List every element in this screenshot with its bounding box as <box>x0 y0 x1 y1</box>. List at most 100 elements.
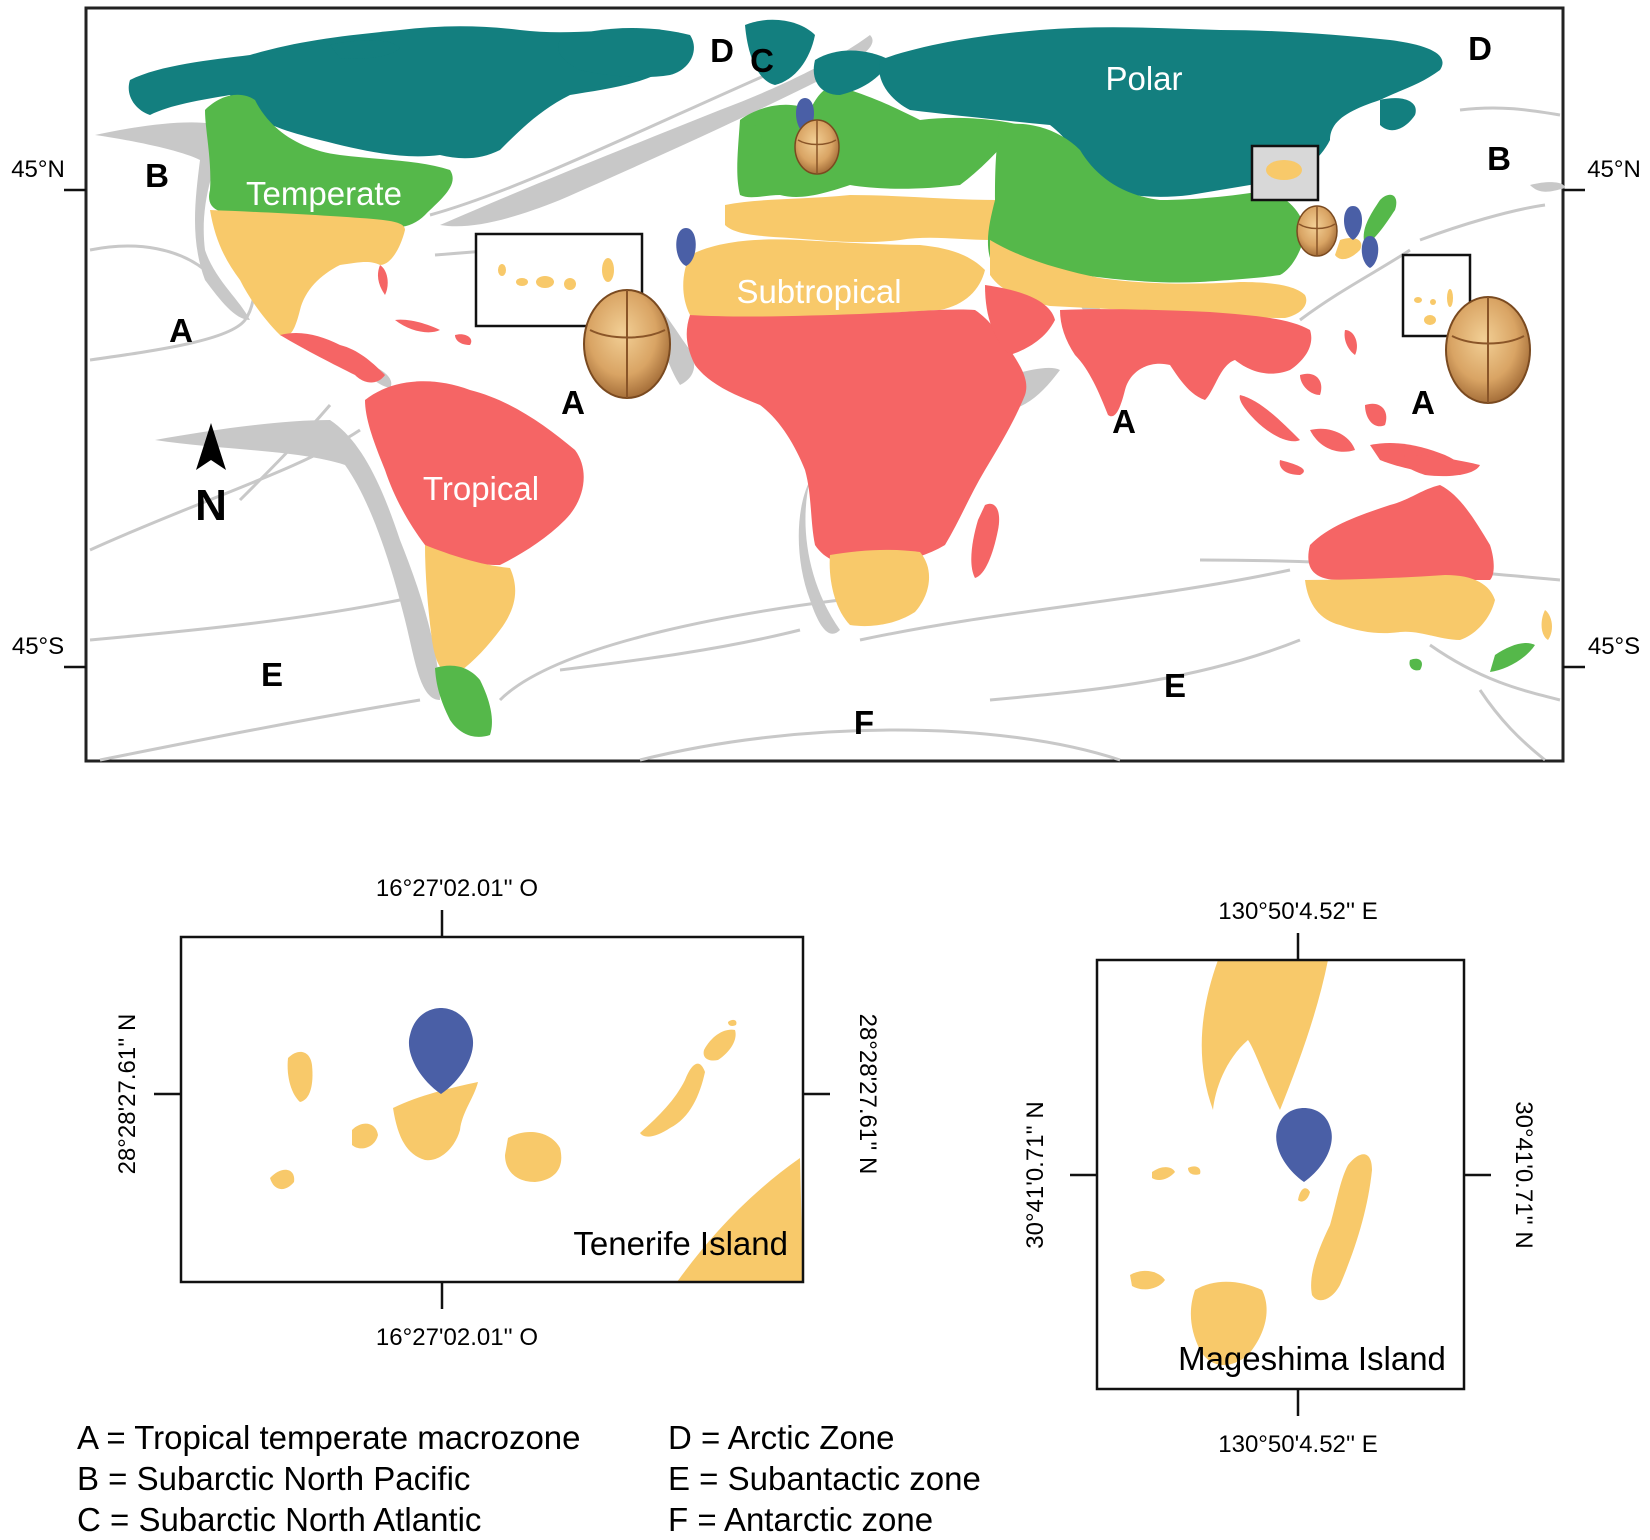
eu-subtropical <box>725 195 1013 243</box>
location-marker-canary <box>676 228 696 266</box>
island-graciosa <box>728 1019 737 1026</box>
location-marker-japan <box>1361 236 1379 268</box>
island-la-palma <box>287 1051 313 1102</box>
mageshima-coord-right: 30°41'0.71'' N <box>1510 1101 1537 1248</box>
island-mageshima <box>1298 1188 1310 1202</box>
region-letter-d-pacific: D <box>1468 30 1492 67</box>
na-subtropical <box>210 210 405 337</box>
location-marker-korea <box>1344 206 1362 240</box>
au-tropical <box>1308 485 1494 580</box>
island-lanzarote <box>703 1029 736 1061</box>
island-el-hierro <box>270 1169 295 1190</box>
tenerife-coord-top: 16°27'02.01'' O <box>376 875 538 902</box>
lat-label-north-right: 45°N <box>1587 156 1641 183</box>
seed-icon-europe <box>794 119 840 175</box>
region-letter-e-west: E <box>261 656 283 693</box>
mageshima-islands <box>1130 960 1372 1366</box>
lat-label-north-left: 45°N <box>11 156 65 183</box>
island-kyushu-tip <box>1201 960 1328 1110</box>
russia-inset-shape <box>1266 160 1302 180</box>
island-kuchinoerabu <box>1130 1270 1165 1290</box>
na-tropical <box>280 333 385 383</box>
island-tenerife <box>393 1082 478 1161</box>
map-pin-icon <box>676 228 696 266</box>
sa-temperate <box>435 665 492 737</box>
seed-icon-pacific <box>1445 296 1531 404</box>
map-pin-icon <box>1344 206 1362 240</box>
north-arrow-label: N <box>195 481 227 530</box>
new-zealand <box>1490 643 1535 672</box>
south-america <box>365 381 584 737</box>
lat-label-south-left: 45°S <box>12 633 64 660</box>
tenerife-title: Tenerife Island <box>573 1225 788 1262</box>
tenerife-coord-right: 28°28'27.61'' N <box>854 1014 881 1175</box>
region-letter-a-pacific-east: A <box>1411 384 1435 421</box>
zone-label-temperate: Temperate <box>246 175 402 212</box>
af-tropical <box>686 309 1027 565</box>
legend-item-e: E = Subantactic zone <box>668 1460 981 1497</box>
island-yakushima <box>1190 1281 1267 1366</box>
legend-item-a: A = Tropical temperate macrozone <box>77 1419 581 1456</box>
mageshima-coord-left: 30°41'0.71'' N <box>1022 1101 1049 1248</box>
zone-label-polar: Polar <box>1105 60 1182 97</box>
island-small-west-a <box>1152 1167 1175 1180</box>
madagascar <box>971 503 1000 578</box>
north-america <box>128 26 694 383</box>
australia <box>1305 455 1552 672</box>
zone-label-subtropical: Subtropical <box>736 273 901 310</box>
sa-tropical <box>365 381 584 565</box>
tenerife-islands <box>270 1019 803 1282</box>
japan-mini-islands <box>1414 289 1453 325</box>
caribbean <box>395 319 472 345</box>
new-zealand-north <box>1541 610 1552 640</box>
africa <box>683 239 1055 627</box>
japan <box>1363 194 1397 245</box>
region-letter-c: C <box>750 42 774 79</box>
world-map: N Polar Temperate Subtropical Tropical B… <box>11 6 1641 763</box>
legend-item-d: D = Arctic Zone <box>668 1419 895 1456</box>
uk <box>740 124 762 156</box>
island-la-gomera <box>352 1123 378 1149</box>
zone-label-tropical: Tropical <box>423 470 539 507</box>
na-polar <box>128 26 672 159</box>
map-pin-icon <box>1361 236 1379 268</box>
island-tanegashima <box>1311 1154 1372 1301</box>
map-pin-icon <box>408 1008 474 1094</box>
mageshima-coord-bottom: 130°50'4.52'' E <box>1218 1431 1377 1458</box>
na-arctic-island <box>558 28 694 78</box>
na-arctic-island-2 <box>330 40 400 59</box>
region-letter-e-east: E <box>1164 667 1186 704</box>
greenland <box>745 19 815 85</box>
na-temperate <box>205 94 453 227</box>
island-gran-canaria <box>505 1132 562 1182</box>
island-fuerteventura <box>640 1063 705 1137</box>
island-small-west-b <box>1188 1166 1201 1175</box>
inset-tenerife: Tenerife Island 16°27'02.01'' O 16°27'02… <box>114 875 881 1351</box>
tenerife-frame <box>181 937 803 1282</box>
seed-icon-asia <box>1296 205 1338 257</box>
sa-subtropical <box>425 545 516 675</box>
seed-icon-atlantic <box>583 289 671 399</box>
tenerife-border <box>179 935 805 1284</box>
af-subtropical-south <box>829 549 930 627</box>
au-subtropical <box>1305 575 1495 640</box>
kamchatka <box>1380 98 1416 131</box>
florida <box>377 265 388 295</box>
tasmania <box>1409 658 1422 671</box>
mageshima-coord-top: 130°50'4.52'' E <box>1218 898 1377 925</box>
legend-item-f: F = Antarctic zone <box>668 1501 934 1538</box>
region-letters: B B D C D A A A A E E F <box>145 30 1511 741</box>
asia-subtropical <box>990 240 1307 318</box>
scandinavia <box>813 50 890 95</box>
tenerife-ticks <box>154 910 830 1309</box>
africa-coast <box>677 1158 803 1282</box>
af-subtropical-north <box>683 239 985 320</box>
new-guinea <box>1403 455 1480 477</box>
inset-mageshima: Mageshima Island 130°50'4.52'' E 130°50'… <box>1022 898 1537 1458</box>
asia-temperate <box>987 123 1305 283</box>
asia-tropical <box>1060 309 1312 417</box>
mageshima-ticks <box>1070 933 1491 1416</box>
region-letter-a-atlantic: A <box>561 384 585 421</box>
lat-label-south-right: 45°S <box>1588 633 1640 660</box>
